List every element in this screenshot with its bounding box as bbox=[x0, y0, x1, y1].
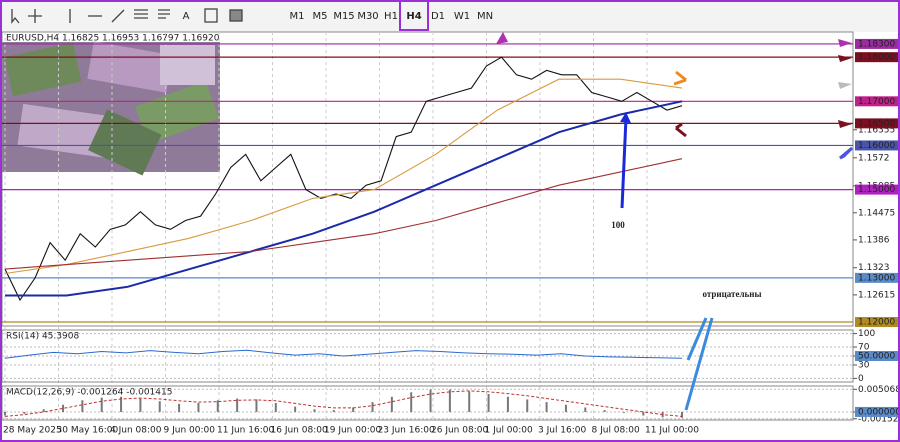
timeframe-button[interactable]: M5 bbox=[313, 11, 328, 22]
panel-title: EURUSD,H4 1.16825 1.16953 1.16797 1.1692… bbox=[6, 34, 220, 44]
marker-arrow bbox=[838, 82, 852, 89]
series-line bbox=[4, 56, 683, 302]
timeframe-button[interactable]: M15 bbox=[333, 11, 354, 22]
annotation-arrow bbox=[620, 117, 628, 209]
y-tick-label: 0.005068 bbox=[858, 385, 900, 395]
level-label: 1.16000 bbox=[858, 141, 895, 151]
y-tick-label: 1.12615 bbox=[858, 290, 895, 300]
x-tick-label: 11 Jun 16:00 bbox=[217, 426, 274, 436]
toolbar bbox=[0, 0, 900, 32]
level-box bbox=[855, 38, 899, 49]
level-box bbox=[855, 52, 899, 63]
timeframe-button[interactable]: M30 bbox=[357, 11, 378, 22]
annotation: 100 bbox=[611, 220, 625, 230]
timeframe-button[interactable]: W1 bbox=[454, 11, 470, 22]
x-tick-label: 9 Jun 00:00 bbox=[164, 426, 216, 436]
x-tick-label: 4 Jun 08:00 bbox=[110, 426, 162, 436]
photo bbox=[2, 41, 220, 176]
y-tick-label: 1.14475 bbox=[858, 208, 895, 218]
y-tick-label: 1.16355 bbox=[858, 125, 895, 135]
x-tick-label: 3 Jul 16:00 bbox=[538, 426, 587, 436]
level-label: 1.16500 bbox=[858, 119, 895, 129]
x-tick-label: 19 Jun 00:00 bbox=[324, 426, 381, 436]
y-tick-label: 70 bbox=[858, 343, 870, 353]
timeframe-button[interactable]: MN bbox=[477, 11, 493, 22]
annotation-arrow bbox=[620, 112, 631, 123]
toolbar-icons bbox=[11, 8, 243, 24]
y-tick-label: 50.0000 bbox=[858, 352, 895, 362]
y-tick-label: 1.1323 bbox=[858, 263, 890, 273]
level-box bbox=[855, 140, 899, 151]
level-box bbox=[855, 118, 899, 129]
timeframe-button[interactable]: M1 bbox=[290, 11, 305, 22]
marker-arrow bbox=[496, 32, 508, 44]
x-tick-label: 16 Jun 08:00 bbox=[271, 426, 328, 436]
marker-arrow bbox=[838, 55, 852, 62]
level-label: 1.15000 bbox=[858, 185, 895, 195]
x-tick-label: 8 Jul 08:00 bbox=[592, 426, 641, 436]
level-label: 1.12000 bbox=[858, 318, 895, 328]
x-tick-label: 30 May 16:00 bbox=[57, 426, 119, 436]
y-tick-label: 1.1386 bbox=[858, 235, 890, 245]
series-line bbox=[4, 78, 683, 275]
level-label: 1.18300 bbox=[858, 39, 895, 49]
y-tick-label: -0.001527 bbox=[858, 414, 900, 424]
marker-arrow bbox=[839, 146, 854, 160]
y-tick-label: 0 bbox=[858, 374, 864, 384]
level-label: 1.17000 bbox=[858, 97, 895, 107]
series-line bbox=[4, 158, 683, 270]
x-tick-label: 23 Jun 16:00 bbox=[378, 426, 435, 436]
timeframe-button[interactable]: D1 bbox=[431, 11, 445, 22]
marker-arrow bbox=[838, 39, 852, 47]
annotation-arrow bbox=[684, 317, 714, 411]
x-tick-label: 1 Jul 00:00 bbox=[485, 426, 534, 436]
panel-title: RSI(14) 45.3908 bbox=[6, 332, 79, 342]
timeframe-button[interactable]: H4 bbox=[406, 11, 421, 22]
y-tick-label: 30 bbox=[858, 360, 870, 370]
level-label: 1.13000 bbox=[858, 273, 895, 283]
text-tool[interactable]: A bbox=[183, 11, 190, 22]
signal-line bbox=[4, 390, 683, 417]
level-box bbox=[855, 272, 899, 283]
x-tick-label: 11 Jul 00:00 bbox=[645, 426, 699, 436]
tick-box bbox=[855, 351, 899, 361]
marker-arrow bbox=[673, 70, 687, 86]
marker-arrow bbox=[838, 120, 852, 128]
series-line bbox=[5, 100, 683, 297]
panel-title: MACD(12,26,9) -0.001264 -0.001415 bbox=[6, 388, 172, 398]
rsi-line bbox=[4, 349, 683, 359]
timeframe-button[interactable]: H1 bbox=[384, 11, 398, 22]
y-tick-label: 100 bbox=[858, 329, 875, 339]
annotation: отрицательны bbox=[703, 289, 762, 299]
y-tick-label: 0.000000 bbox=[858, 407, 900, 417]
active-timeframe-frame bbox=[399, 0, 429, 31]
level-box bbox=[855, 96, 899, 107]
y-tick-label: 1.1572 bbox=[858, 153, 890, 163]
level-box bbox=[855, 317, 899, 328]
level-label: 1.18000 bbox=[858, 53, 895, 63]
tick-box bbox=[855, 406, 899, 417]
level-box bbox=[855, 184, 899, 195]
marker-arrow bbox=[675, 122, 687, 138]
x-tick-label: 28 May 2025 bbox=[3, 426, 62, 436]
x-tick-label: 26 Jun 08:00 bbox=[431, 426, 488, 436]
